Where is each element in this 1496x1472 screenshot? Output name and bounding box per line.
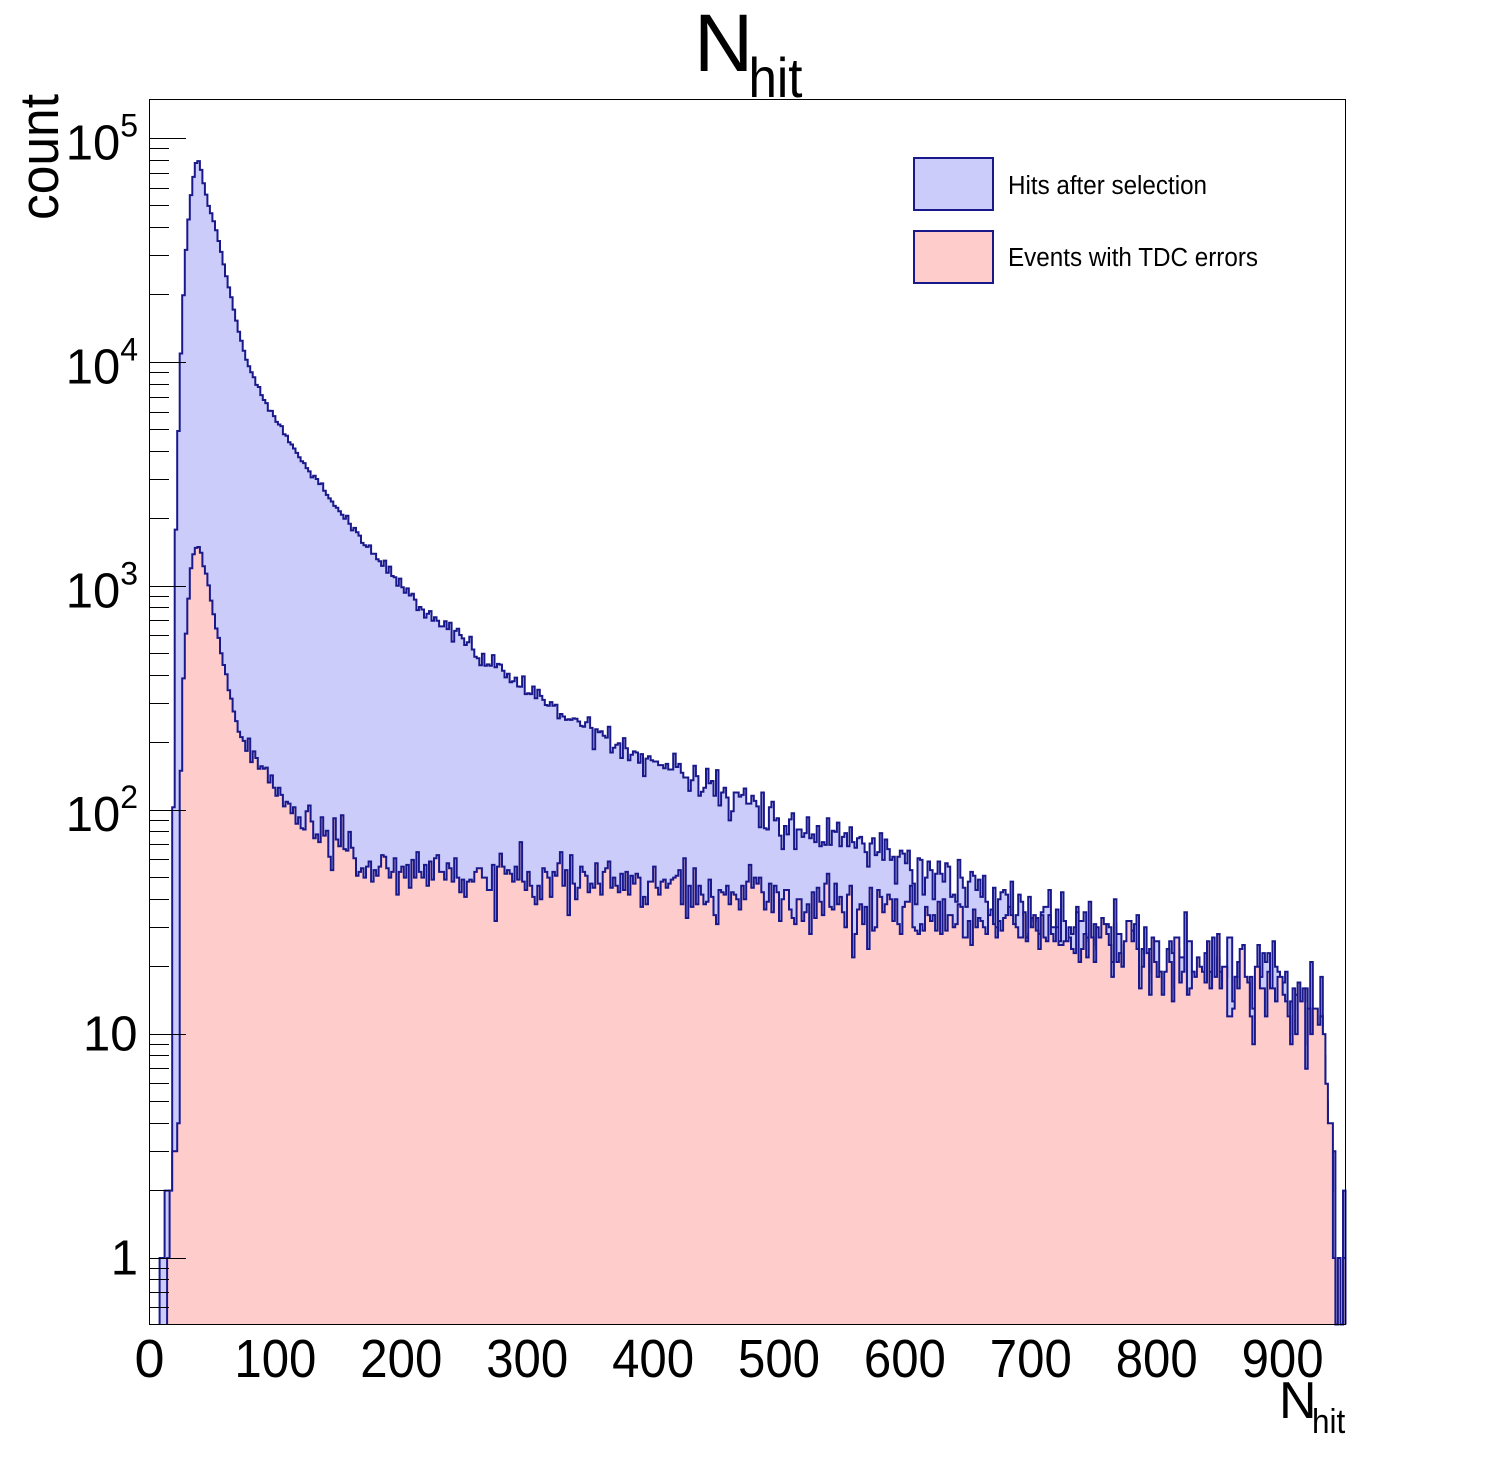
svg-text:800: 800 bbox=[1116, 1329, 1198, 1389]
svg-text:700: 700 bbox=[990, 1329, 1072, 1389]
svg-text:N: N bbox=[694, 0, 753, 89]
svg-text:Events with TDC errors: Events with TDC errors bbox=[1008, 244, 1258, 272]
svg-text:10: 10 bbox=[83, 1008, 138, 1062]
svg-text:900: 900 bbox=[1242, 1329, 1324, 1389]
svg-text:300: 300 bbox=[486, 1329, 568, 1389]
svg-text:0: 0 bbox=[134, 1329, 164, 1389]
svg-text:200: 200 bbox=[360, 1329, 442, 1389]
svg-text:1: 1 bbox=[111, 1232, 138, 1286]
svg-text:100: 100 bbox=[234, 1329, 316, 1389]
svg-text:hit: hit bbox=[1312, 1403, 1346, 1441]
svg-text:500: 500 bbox=[738, 1329, 820, 1389]
svg-text:hit: hit bbox=[749, 46, 803, 109]
svg-text:600: 600 bbox=[864, 1329, 946, 1389]
svg-text:count: count bbox=[8, 94, 70, 220]
svg-text:400: 400 bbox=[612, 1329, 694, 1389]
svg-text:Hits after selection: Hits after selection bbox=[1008, 172, 1207, 200]
svg-text:N: N bbox=[1279, 1372, 1317, 1430]
